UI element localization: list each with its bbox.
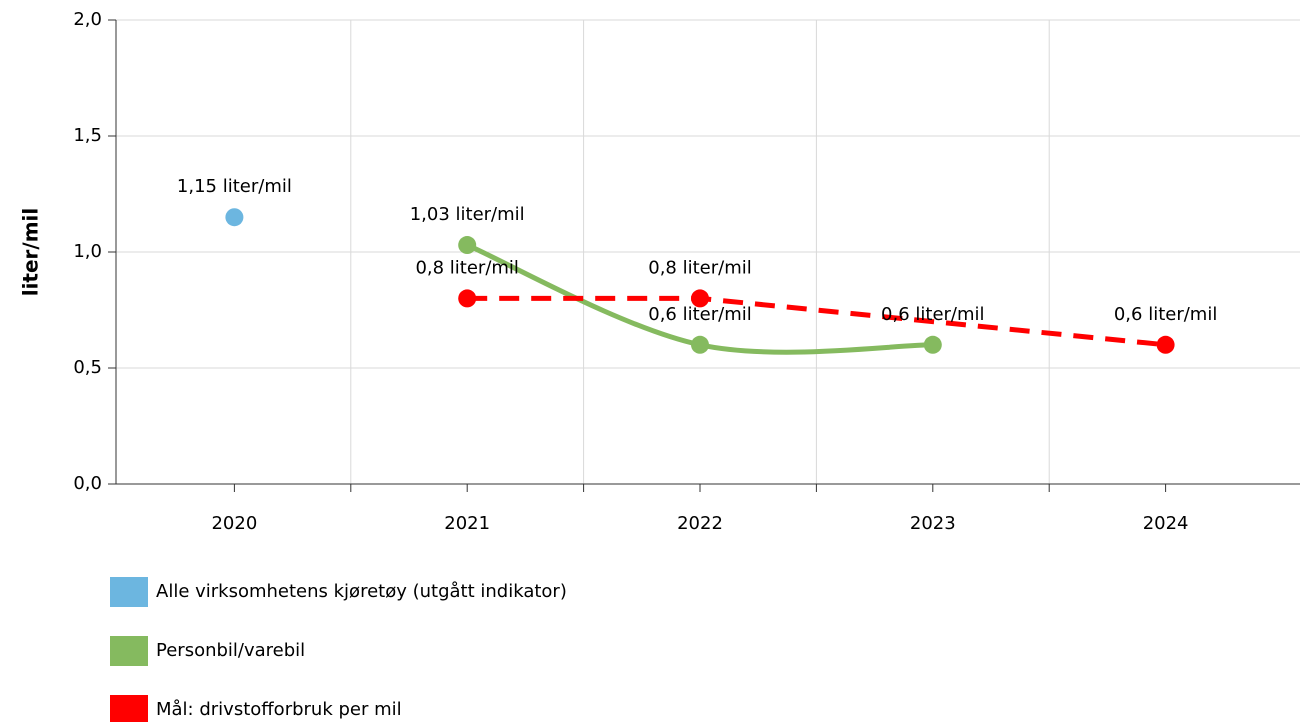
y-tick-label: 0,0 [73, 473, 102, 494]
x-tick-label: 2024 [1143, 513, 1189, 534]
legend-swatch [110, 636, 148, 666]
point [458, 289, 477, 308]
data-label: 0,8 liter/mil [415, 257, 518, 278]
data-label: 1,15 liter/mil [177, 176, 292, 197]
data-label: 0,6 liter/mil [648, 304, 751, 325]
data-label: 0,6 liter/mil [1114, 304, 1217, 325]
point [458, 236, 477, 255]
y-tick-label: 1,0 [73, 241, 102, 262]
legend-label: Personbil/varebil [156, 640, 305, 661]
legend-swatch [110, 577, 148, 607]
x-tick-label: 2020 [211, 513, 257, 534]
legend-label: Alle virksomhetens kjøretøy (utgått indi… [156, 581, 567, 602]
y-tick-label: 2,0 [73, 9, 102, 30]
y-tick-label: 1,5 [73, 125, 102, 146]
data-label: 0,6 liter/mil [881, 304, 984, 325]
x-tick-label: 2023 [910, 513, 956, 534]
point [1156, 335, 1175, 354]
point [225, 208, 244, 227]
y-axis-label: liter/mil [19, 208, 43, 297]
data-label: 1,03 liter/mil [410, 204, 525, 225]
point [691, 335, 709, 354]
point [691, 289, 709, 308]
legend-swatch [110, 695, 148, 725]
y-tick-label: 0,5 [73, 357, 102, 378]
x-tick-label: 2021 [444, 513, 490, 534]
x-tick-label: 2022 [677, 513, 723, 534]
point [923, 335, 942, 354]
data-label: 0,8 liter/mil [648, 257, 751, 278]
legend-label: Mål: drivstofforbruk per mil [156, 699, 402, 720]
